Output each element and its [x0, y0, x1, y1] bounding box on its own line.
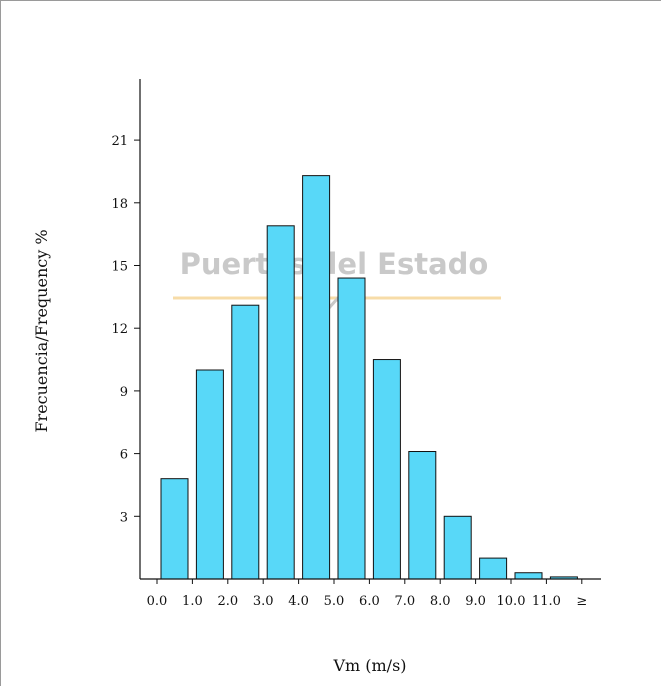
x-tick-label: 0.0 — [147, 594, 168, 609]
x-tick-label: 11.0 — [532, 594, 561, 609]
x-axis-title: Vm (m/s) — [332, 656, 406, 675]
y-tick-label: 3 — [120, 510, 128, 525]
bar-7-8 — [408, 451, 437, 580]
x-tick-label: 10.0 — [497, 594, 526, 609]
bar-10-11 — [514, 572, 543, 580]
x-tick-label: ≥ — [576, 594, 587, 609]
x-tick-label: 4.0 — [288, 594, 309, 609]
x-tick-label: 6.0 — [359, 594, 380, 609]
watermark: Puertos del Estado — [173, 247, 501, 320]
bar-5-6 — [337, 277, 366, 580]
y-tick-label: 12 — [111, 322, 128, 337]
y-axis-title: Frecuencia/Frequency % — [32, 229, 51, 432]
x-tick-label: 1.0 — [182, 594, 203, 609]
bar-6-7 — [372, 359, 401, 580]
x-tick-label: 9.0 — [465, 594, 486, 609]
bar-8-9 — [443, 515, 472, 580]
y-tick-label: 15 — [111, 260, 128, 275]
bar-4-5 — [302, 175, 331, 580]
axes — [139, 79, 601, 580]
bar-1-2 — [195, 369, 224, 580]
bar-2-3 — [231, 304, 260, 580]
x-tick-label: 8.0 — [430, 594, 451, 609]
x-tick-label: 3.0 — [253, 594, 274, 609]
bar-0-1 — [160, 478, 189, 580]
y-tick-label: 9 — [120, 385, 128, 400]
watermark-text: Puertos del Estado — [180, 247, 489, 281]
y-tick-label: 18 — [111, 197, 128, 212]
y-tick-label: 21 — [111, 134, 128, 149]
bar-3-4 — [266, 225, 295, 580]
y-ticks: 3 6 9 12 15 18 21 — [111, 134, 140, 525]
x-tick-label: 5.0 — [324, 594, 345, 609]
x-tick-label: 7.0 — [394, 594, 415, 609]
y-tick-label: 6 — [120, 448, 128, 463]
x-ticks: 0.0 1.0 2.0 3.0 4.0 5.0 6.0 7.0 8.0 9.0 10.0 11.0 ≥ — [147, 579, 587, 609]
x-tick-label: 2.0 — [217, 594, 238, 609]
bars — [160, 175, 578, 580]
bar-9-10 — [479, 557, 508, 580]
